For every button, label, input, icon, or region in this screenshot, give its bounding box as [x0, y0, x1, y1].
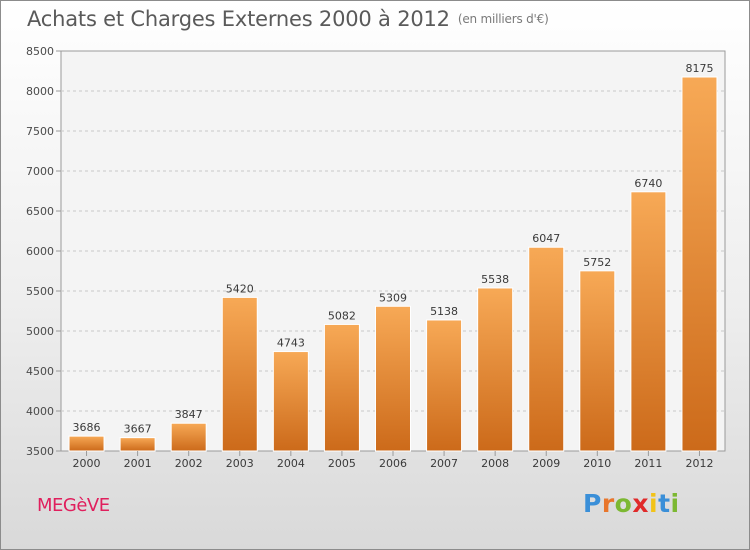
- x-tick-label: 2008: [481, 457, 509, 470]
- x-axis-ticks: 2000 2001 2002 2003 2004 2005 2006 2007 2008 2009…: [73, 451, 713, 470]
- data-label: 5752: [583, 256, 611, 269]
- y-tick-label: 7500: [26, 125, 54, 138]
- logo-letter: x: [632, 489, 649, 518]
- y-tick-label: 7000: [26, 165, 54, 178]
- bar: [681, 76, 718, 452]
- y-tick-label: 6500: [26, 205, 54, 218]
- bar: [323, 323, 360, 452]
- x-tick-label: 2006: [379, 457, 407, 470]
- data-label: 6740: [634, 177, 662, 190]
- chart-subtitle: (en milliers d'€): [457, 12, 549, 26]
- x-tick-label: 2002: [175, 457, 203, 470]
- logo-letter: r: [601, 489, 615, 518]
- data-label: 3847: [175, 408, 203, 421]
- x-tick-label: 2007: [430, 457, 458, 470]
- y-tick-label: 4000: [26, 405, 54, 418]
- bar: [630, 191, 667, 452]
- bar: [170, 422, 207, 452]
- data-label: 5138: [430, 305, 458, 318]
- bar: [579, 270, 616, 452]
- x-tick-label: 2003: [226, 457, 254, 470]
- logo-letter: o: [614, 489, 633, 518]
- data-label: 5309: [379, 291, 407, 304]
- bar: [68, 435, 105, 452]
- data-label: 4743: [277, 337, 305, 350]
- logo-letter: t: [658, 489, 671, 518]
- logo-letter: P: [583, 489, 602, 518]
- y-tick-label: 4500: [26, 365, 54, 378]
- data-label: 6047: [532, 232, 560, 245]
- data-label: 3667: [124, 423, 152, 436]
- logo-letter: i: [649, 489, 659, 518]
- data-label: 5420: [226, 282, 254, 295]
- proxiti-logo: Proxiti: [583, 489, 680, 518]
- data-label: 5538: [481, 273, 509, 286]
- bars: [68, 76, 718, 452]
- x-tick-label: 2001: [124, 457, 152, 470]
- y-tick-label: 3500: [26, 445, 54, 458]
- y-tick-label: 8000: [26, 85, 54, 98]
- x-tick-label: 2000: [73, 457, 101, 470]
- y-tick-label: 5000: [26, 325, 54, 338]
- chart-title: Achats et Charges Externes 2000 à 2012 (e…: [27, 7, 549, 31]
- x-tick-label: 2012: [685, 457, 713, 470]
- x-tick-label: 2004: [277, 457, 305, 470]
- y-tick-label: 6000: [26, 245, 54, 258]
- city-name: MEGèVE: [37, 495, 110, 516]
- x-tick-label: 2011: [634, 457, 662, 470]
- bar: [375, 305, 411, 452]
- bar: [528, 246, 565, 452]
- data-label: 8175: [685, 62, 713, 75]
- y-tick-label: 8500: [26, 45, 54, 58]
- logo-letter: i: [670, 489, 680, 518]
- x-tick-label: 2010: [583, 457, 611, 470]
- x-tick-label: 2009: [532, 457, 560, 470]
- data-labels: 3686 3667 3847 5420 4743 5082 5309 5138 5538 6047…: [73, 62, 714, 436]
- bar: [221, 296, 258, 452]
- data-label: 5082: [328, 309, 356, 322]
- chart-title-text: Achats et Charges Externes 2000 à 2012: [27, 7, 450, 31]
- bar: [477, 287, 514, 452]
- bar: [119, 437, 156, 452]
- bar: [426, 319, 463, 452]
- data-label: 3686: [73, 421, 101, 434]
- bar: [272, 351, 309, 452]
- x-tick-label: 2005: [328, 457, 356, 470]
- y-tick-label: 5500: [26, 285, 54, 298]
- y-axis-ticks: 3500 4000 4500 5000 5500 6000 6500 7000 7500 8000…: [26, 45, 61, 458]
